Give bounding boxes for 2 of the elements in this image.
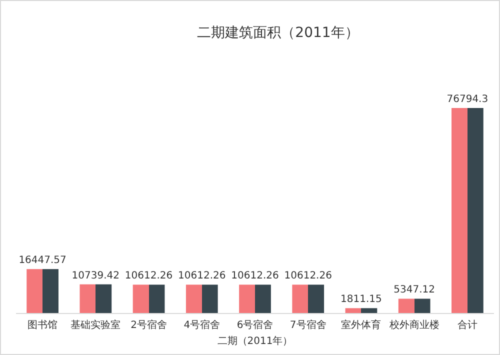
xlabel: 二期（2011年） (217, 336, 293, 347)
title: 二期建筑面积（2011年） (197, 25, 359, 41)
